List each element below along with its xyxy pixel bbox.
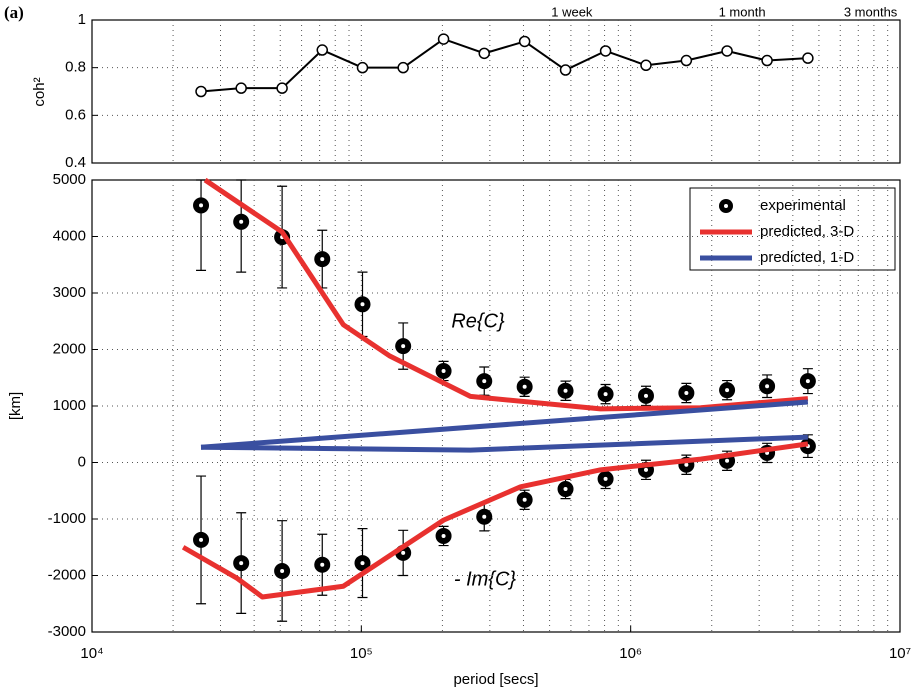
marker-highlight xyxy=(563,388,568,393)
marker xyxy=(721,45,733,57)
period-annotation: 1 week xyxy=(551,4,593,19)
y-tick-label: 4000 xyxy=(53,227,86,244)
top-frame xyxy=(91,19,901,164)
marker-highlight xyxy=(320,562,325,567)
x-tick-label: 10⁴ xyxy=(80,645,103,662)
x-tick-label: 10⁷ xyxy=(889,645,911,662)
line xyxy=(200,38,808,93)
marker xyxy=(599,45,612,57)
marker-highlight xyxy=(603,476,608,481)
marker-highlight xyxy=(684,462,689,467)
y-tick-label: -2000 xyxy=(48,566,86,583)
marker-highlight xyxy=(563,487,568,492)
y-tick-label: -1000 xyxy=(48,510,86,527)
marker-highlight xyxy=(805,379,810,384)
marker xyxy=(802,52,814,64)
marker xyxy=(397,61,409,74)
period-annotation: 1 month xyxy=(719,4,766,19)
marker xyxy=(478,47,490,60)
y-axis-label: coh² xyxy=(31,77,48,106)
annotation: - Im{C} xyxy=(454,568,517,590)
marker xyxy=(680,54,693,67)
x-tick-label: 10⁵ xyxy=(350,645,373,662)
line xyxy=(181,441,809,600)
marker xyxy=(761,54,773,67)
period-annotation: 3 months xyxy=(844,4,898,19)
marker-highlight xyxy=(360,302,365,307)
marker xyxy=(235,82,247,94)
annotation: Re{C} xyxy=(451,310,505,332)
marker xyxy=(276,82,288,94)
legend-label: predicted, 3-D xyxy=(760,223,854,240)
line xyxy=(200,399,809,450)
marker-highlight xyxy=(603,392,608,397)
marker xyxy=(356,61,369,74)
line xyxy=(203,177,809,412)
x-axis-label: period [secs] xyxy=(453,671,538,688)
marker xyxy=(437,33,450,45)
legend-swatch-dot xyxy=(724,204,728,208)
marker-highlight xyxy=(441,368,446,373)
y-tick-label: 0.4 xyxy=(65,154,86,171)
marker xyxy=(518,35,531,48)
y-tick-label: 5000 xyxy=(53,171,86,188)
marker-highlight xyxy=(522,384,527,389)
marker-highlight xyxy=(199,203,204,208)
marker-highlight xyxy=(765,384,770,389)
marker-highlight xyxy=(643,467,648,472)
y-tick-label: 0 xyxy=(78,453,86,470)
y-tick-label: 3000 xyxy=(53,284,86,301)
marker xyxy=(559,64,572,76)
x-tick-label: 10⁶ xyxy=(619,645,642,662)
marker-highlight xyxy=(684,391,689,396)
marker-highlight xyxy=(482,379,487,384)
marker-highlight xyxy=(401,344,406,349)
y-tick-label: 1 xyxy=(78,11,86,28)
marker-highlight xyxy=(725,458,730,463)
marker-highlight xyxy=(482,514,487,519)
marker-highlight xyxy=(239,561,244,566)
marker xyxy=(640,59,652,72)
panel-label: (a) xyxy=(4,3,24,22)
marker-highlight xyxy=(401,550,406,555)
y-axis-label: [km] xyxy=(7,392,24,420)
marker-highlight xyxy=(239,219,244,224)
y-tick-label: 1000 xyxy=(53,397,86,414)
marker-highlight xyxy=(320,257,325,262)
error-bar xyxy=(196,179,207,271)
marker-highlight xyxy=(441,533,446,538)
marker-highlight xyxy=(360,561,365,566)
marker xyxy=(316,44,329,56)
legend-label: predicted, 1-D xyxy=(760,249,854,266)
marker-highlight xyxy=(280,568,285,573)
marker-highlight xyxy=(199,537,204,542)
y-tick-label: 0.6 xyxy=(65,106,86,123)
marker-highlight xyxy=(522,497,527,502)
marker xyxy=(195,85,207,98)
y-tick-label: 2000 xyxy=(53,340,86,357)
marker-highlight xyxy=(725,388,730,393)
marker-highlight xyxy=(643,393,648,398)
y-tick-label: 0.8 xyxy=(65,59,86,76)
legend-label: experimental xyxy=(760,197,846,214)
y-tick-label: -3000 xyxy=(48,623,86,640)
line xyxy=(201,434,808,453)
